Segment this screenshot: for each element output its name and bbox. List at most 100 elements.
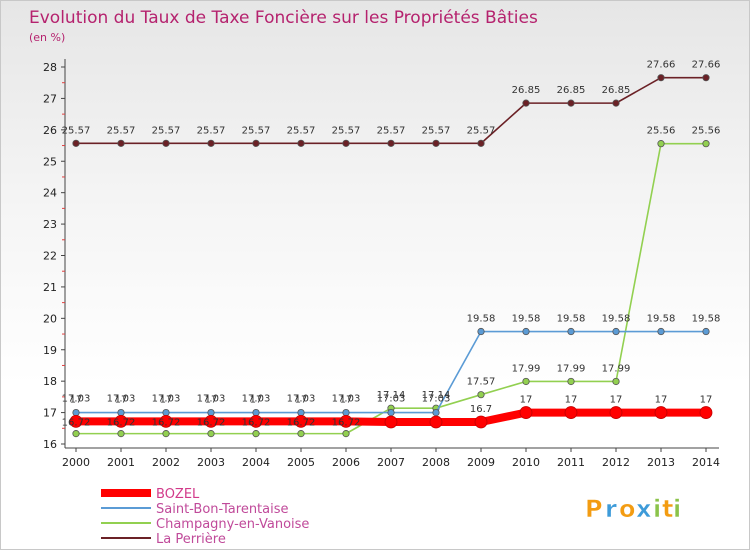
data-label: 25.57 [287,125,316,136]
data-label: 16.72 [152,417,181,428]
y-tick-label: 24 [43,187,57,200]
data-label: 17 [160,395,173,406]
data-point [204,414,218,428]
data-point [567,377,575,386]
data-label: 17 [205,395,218,406]
y-tick-label: 26 [43,124,57,137]
data-label: 17.99 [512,363,541,374]
data-label: 16.72 [107,417,136,428]
data-label: 25.57 [152,125,181,136]
data-label: 25.56 [647,126,676,137]
data-label: 17.03 [107,394,136,405]
x-tick-label: 2003 [197,456,225,469]
y-tick-label: 28 [43,61,57,74]
data-label: 16.7 [470,404,492,415]
data-label: 17.99 [557,363,586,374]
data-point [612,99,620,107]
data-point [564,406,578,419]
y-tick-label: 19 [43,344,57,357]
data-point [342,430,350,438]
data-point [612,327,620,336]
data-point [702,74,710,82]
logo-letter: o [619,495,636,523]
y-tick-label: 22 [43,250,57,263]
data-point [657,327,665,336]
data-point [297,430,305,438]
logo-letter: P [585,495,603,523]
data-label: 17 [655,395,668,406]
data-point [654,406,668,419]
data-label: 17 [115,395,128,406]
data-label: 25.57 [62,125,91,136]
data-label: 17 [700,395,713,406]
data-point [702,140,710,148]
data-point [657,74,665,82]
data-point [522,327,530,336]
data-label: 19.58 [692,314,721,325]
data-label: 19.58 [557,314,586,325]
logo-letter: i [673,495,681,523]
data-point [567,99,575,107]
data-label: 17 [565,395,578,406]
data-label: 25.57 [377,125,406,136]
data-label: 17 [520,395,533,406]
data-point [609,406,623,419]
x-tick-label: 2009 [467,456,495,469]
data-label: 27.66 [647,60,676,71]
data-point [699,406,713,419]
chart-title: Evolution du Taux de Taxe Foncière sur l… [29,8,538,28]
data-point [162,408,170,417]
data-point [117,408,125,417]
axes: 16 17 18 19 20 21 22 23 24 25 26 27 28 2000 2001 2002 20… [43,59,720,469]
x-tick-label: 2000 [62,456,90,469]
series-layer [69,74,713,438]
data-label: 17 [250,395,263,406]
data-point [612,377,620,386]
data-point [567,327,575,336]
data-label: 25.57 [332,125,361,136]
data-label: 17.03 [197,394,226,405]
data-label: 25.57 [467,125,496,136]
data-label: 27.66 [692,60,721,71]
data-label: 26.85 [557,85,586,96]
data-point [207,139,215,147]
data-point [387,139,395,147]
x-tick-label: 2008 [422,456,450,469]
data-label: 17 [610,395,623,406]
data-point [387,408,395,417]
data-point [207,408,215,417]
data-point [342,408,350,417]
data-label: 26.85 [602,85,631,96]
y-tick-label: 20 [43,312,57,325]
x-tick-label: 2002 [152,456,180,469]
data-label: 17.03 [422,394,451,405]
data-point [477,139,485,147]
data-label: 17.14 [422,390,451,401]
data-label: 17.03 [332,394,361,405]
data-label: 16.72 [62,417,91,428]
data-point [522,99,530,107]
x-tick-label: 2011 [557,456,585,469]
data-point [252,408,260,417]
data-point [249,414,263,428]
data-point [339,414,353,428]
data-point [162,139,170,147]
y-tick-label: 16 [43,438,57,451]
logo-letter: x [636,495,652,523]
data-point [429,415,443,429]
data-label: 16.72 [287,417,316,428]
data-point [159,414,173,428]
y-tick-label: 23 [43,218,57,231]
x-tick-label: 2012 [602,456,630,469]
data-label: 25.57 [197,125,226,136]
data-point [114,414,128,428]
data-point [297,139,305,147]
data-point [117,430,125,438]
data-label: 17 [295,395,308,406]
data-point [252,139,260,147]
x-tick-label: 2006 [332,456,360,469]
x-tick-label: 2001 [107,456,135,469]
data-label: 19.58 [467,314,496,325]
